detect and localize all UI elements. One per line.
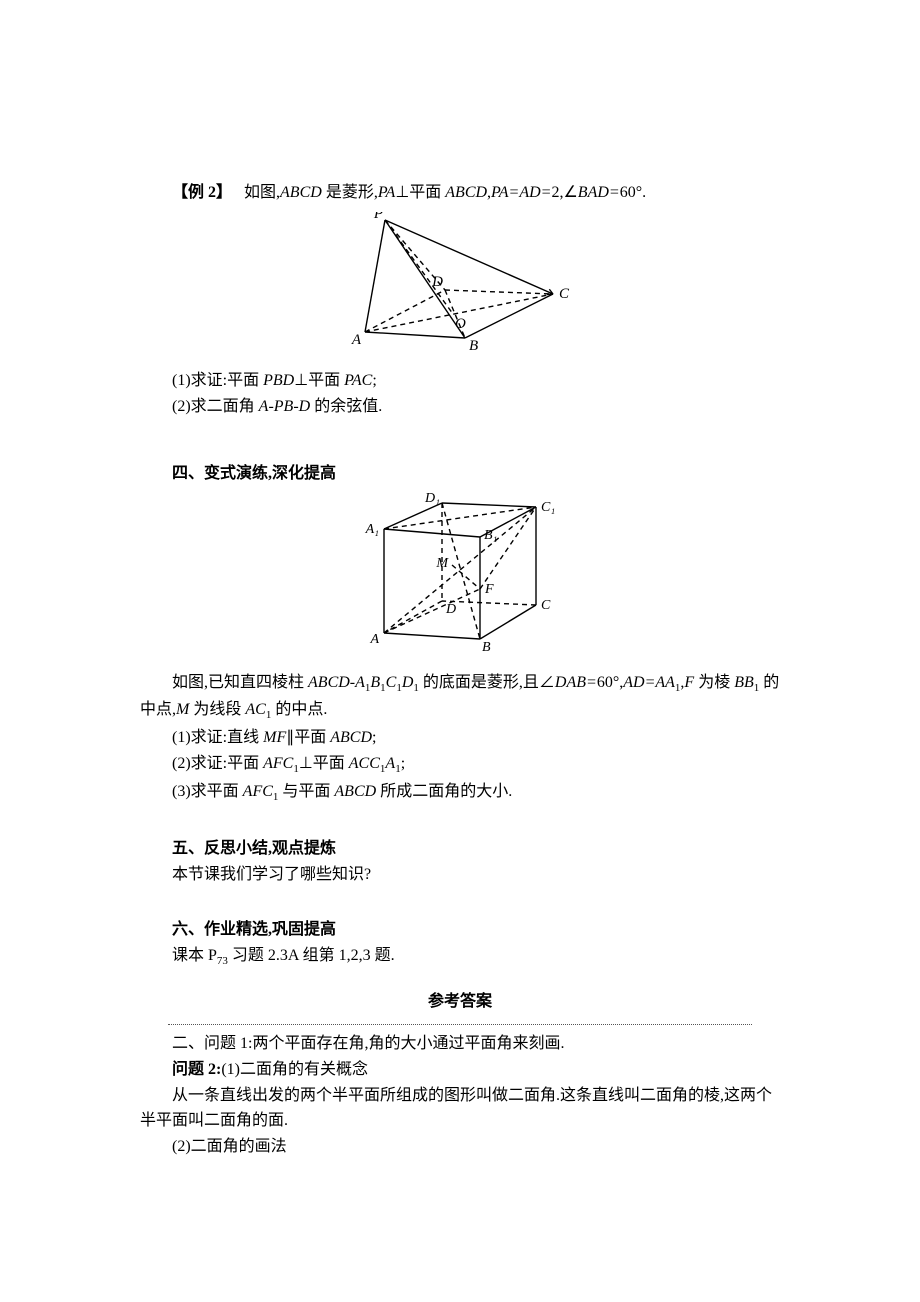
text: AFC — [263, 755, 293, 772]
text: 课本 P — [172, 947, 217, 964]
text: 与平面 — [278, 783, 334, 800]
text: BB — [734, 674, 754, 691]
text: ⊥平面 — [395, 184, 445, 201]
text: 2, — [551, 184, 563, 201]
svg-text:O: O — [455, 316, 466, 332]
text: ABCD — [334, 783, 376, 800]
svg-text:A: A — [351, 332, 362, 348]
example-2-stem: 【例 2】 如图,ABCD 是菱形,PA⊥平面 ABCD,PA=AD=2,∠BA… — [140, 180, 780, 206]
text: ABCD — [280, 184, 322, 201]
text: (3)求平面 — [172, 783, 243, 800]
text: (2)求证:平面 — [172, 755, 263, 772]
svg-text:B₁: B₁ — [484, 528, 497, 543]
svg-text:A₁: A₁ — [365, 522, 379, 537]
text: 60°. — [620, 184, 646, 201]
text: ABCD — [330, 729, 372, 746]
svg-text:A: A — [369, 632, 379, 647]
text: 问题 2: — [172, 1061, 221, 1078]
ex2-q2: (2)求二面角 A-PB-D 的余弦值. — [140, 394, 780, 420]
text: ; — [372, 372, 376, 389]
text: 60°, — [597, 674, 623, 691]
ans-line4: (2)二面角的画法 — [140, 1134, 780, 1160]
text: (1)求证:平面 — [172, 372, 263, 389]
text: D — [402, 674, 414, 691]
text: A-PB-D — [259, 398, 311, 415]
text: 是菱形, — [322, 184, 378, 201]
text: MF — [263, 729, 286, 746]
text: ; — [401, 755, 405, 772]
text: ∠ — [563, 184, 577, 201]
text: ABCD — [445, 184, 487, 201]
text: A — [385, 755, 395, 772]
sec4-stem-line2: 中点,M 为线段 AC1 的中点. — [140, 697, 780, 725]
figure-pyramid: P A B C D O — [140, 212, 780, 361]
svg-text:M: M — [435, 556, 449, 571]
svg-text:D: D — [431, 274, 443, 290]
text: PAC — [344, 372, 372, 389]
svg-text:F: F — [484, 582, 494, 597]
text: 的余弦值. — [310, 398, 382, 415]
text: ∥平面 — [286, 729, 330, 746]
sub: 73 — [217, 955, 228, 967]
svg-text:C: C — [541, 598, 551, 613]
ans-line3: 从一条直线出发的两个半平面所组成的图形叫做二面角.这条直线叫二面角的棱,这两个半… — [140, 1083, 780, 1134]
text: AC — [245, 701, 265, 718]
section-6-body: 课本 P73 习题 2.3A 组第 1,2,3 题. — [140, 943, 780, 971]
text: ABCD-A — [308, 674, 365, 691]
text: ACC — [349, 755, 380, 772]
svg-text:C: C — [559, 286, 570, 302]
svg-text:B: B — [469, 338, 478, 352]
text: ; — [372, 729, 376, 746]
text: AFC — [243, 783, 273, 800]
sec4-q1: (1)求证:直线 MF∥平面 ABCD; — [140, 725, 780, 751]
text: AD=AA — [623, 674, 675, 691]
text: 如图, — [244, 184, 280, 201]
text: 的 — [759, 674, 779, 691]
ex2-q1: (1)求证:平面 PBD⊥平面 PAC; — [140, 368, 780, 394]
svg-text:B: B — [482, 640, 491, 653]
text: (1)二面角的有关概念 — [221, 1061, 368, 1078]
sec4-q3: (3)求平面 AFC1 与平面 ABCD 所成二面角的大小. — [140, 779, 780, 807]
svg-text:D₁: D₁ — [424, 493, 440, 506]
text: 的底面是菱形,且∠ — [419, 674, 555, 691]
text: (1)求证:直线 — [172, 729, 263, 746]
text: DAB= — [555, 674, 597, 691]
section-5-body: 本节课我们学习了哪些知识? — [140, 862, 780, 888]
section-4-title: 四、变式演练,深化提高 — [140, 461, 780, 487]
sec4-stem-line1: 如图,已知直四棱柱 ABCD-A1B1C1D1 的底面是菱形,且∠DAB=60°… — [140, 670, 780, 698]
ans-line2: 问题 2:(1)二面角的有关概念 — [140, 1057, 780, 1083]
divider — [168, 1024, 752, 1025]
text: ⊥平面 — [294, 372, 344, 389]
text: 为棱 — [694, 674, 734, 691]
text: 习题 2.3A 组第 1,2,3 题. — [228, 947, 395, 964]
section-6-title: 六、作业精选,巩固提高 — [140, 917, 780, 943]
text: 中点, — [140, 701, 176, 718]
sec4-q2: (2)求证:平面 AFC1⊥平面 ACC1A1; — [140, 751, 780, 779]
text: ⊥平面 — [299, 755, 349, 772]
text: F — [684, 674, 694, 691]
text: 为线段 — [189, 701, 245, 718]
ans-line1: 二、问题 1:两个平面存在角,角的大小通过平面角来刻画. — [140, 1031, 780, 1057]
text: 如图,已知直四棱柱 — [172, 674, 308, 691]
text: B — [370, 674, 380, 691]
text: PA — [378, 184, 395, 201]
figure-prism: A B C D A₁ B₁ C₁ D₁ F M — [140, 493, 780, 662]
example-2-label: 【例 2】 — [172, 184, 232, 201]
svg-text:C₁: C₁ — [541, 500, 555, 515]
text: 所成二面角的大小. — [376, 783, 512, 800]
svg-text:P: P — [373, 212, 383, 222]
text: (2)求二面角 — [172, 398, 259, 415]
text: PBD — [263, 372, 294, 389]
text: M — [176, 701, 189, 718]
answers-title: 参考答案 — [140, 989, 780, 1015]
text: 的中点. — [271, 701, 327, 718]
text: BAD= — [578, 184, 620, 201]
text: PA=AD= — [491, 184, 551, 201]
text: C — [386, 674, 397, 691]
section-5-title: 五、反思小结,观点提炼 — [140, 836, 780, 862]
svg-text:D: D — [445, 602, 456, 617]
